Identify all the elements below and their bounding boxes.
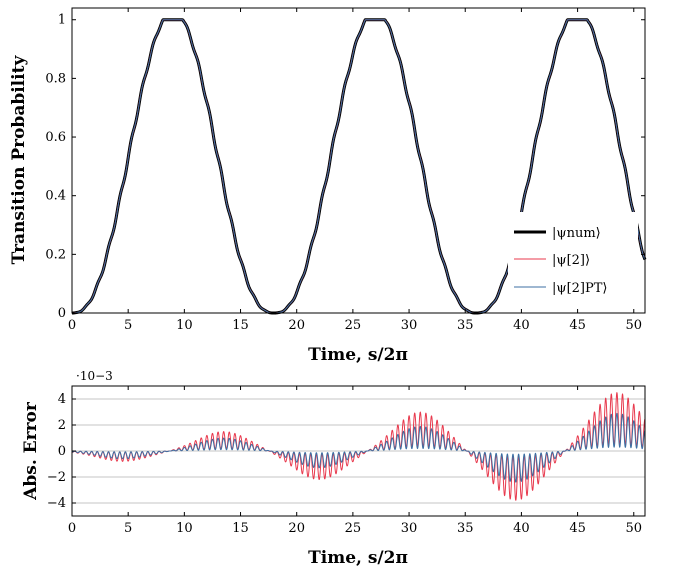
bottom-x-tick-label: 20 (288, 521, 305, 536)
top-x-tick-label: 30 (401, 318, 418, 333)
top-series-line-2 (71, 19, 646, 314)
bottom-axis-multiplier: ·10−3 (76, 369, 113, 383)
top-x-tick-label: 0 (68, 318, 76, 333)
top-y-tick-label: 1 (58, 13, 66, 28)
bottom-x-tick-label: 5 (124, 521, 132, 536)
bottom-y-tick-label: 4 (58, 392, 66, 407)
top-x-tick-label: 50 (625, 318, 642, 333)
top-y-tick-label: 0 (58, 306, 66, 321)
top-x-tick-label: 45 (569, 318, 586, 333)
top-y-ticks: 0 0.2 0.4 0.6 0.8 1 (45, 13, 645, 321)
abs-error-plot: 0 5 10 15 20 25 30 35 40 45 50 420−2−4 ·10−3 Time,… (21, 369, 646, 568)
top-y-axis-label: Transition Probability (9, 55, 29, 265)
top-x-tick-label: 40 (513, 318, 530, 333)
bottom-y-ticks: 4 2 0 −2 −4 (47, 392, 76, 511)
bottom-y-tick-label: −2 (47, 470, 66, 485)
bottom-x-tick-label: 15 (232, 521, 249, 536)
legend-label-second-order: |ψ[2]⟩ (552, 253, 590, 268)
top-x-axis-label: Time, s/2π (308, 345, 408, 365)
top-x-ticks: 0 5 10 15 20 25 30 35 40 45 50 (68, 8, 642, 333)
legend-box (508, 212, 638, 304)
legend-label-numerical: |ψnum⟩ (552, 226, 601, 241)
bottom-grid-lines (72, 398, 645, 504)
bottom-x-ticks: 0 5 10 15 20 25 30 35 40 45 50 (68, 386, 642, 536)
top-x-tick-label: 5 (124, 318, 132, 333)
top-x-tick-label: 25 (345, 318, 362, 333)
bottom-series-line-1 (71, 412, 646, 483)
top-plot-frame (71, 7, 646, 314)
bottom-y-axis-label: Abs. Error (21, 401, 41, 501)
legend-label-second-order-pt: |ψ[2]PT⟩ (552, 281, 607, 296)
legend: |ψnum⟩ |ψ[2]⟩ |ψ[2]PT⟩ (508, 212, 638, 304)
bottom-series-group (71, 392, 646, 501)
bottom-x-tick-label: 35 (457, 521, 474, 536)
bottom-y-tick-label: 0 (58, 444, 66, 459)
top-x-tick-label: 20 (288, 318, 305, 333)
transition-probability-plot: 0 5 10 15 20 25 30 35 40 45 50 0 0.2 0.4 0.6 0.8 1 Time… (9, 7, 647, 365)
bottom-series-line-0 (71, 392, 646, 501)
bottom-y-tick-label: −4 (47, 496, 66, 511)
bottom-x-axis-label: Time, s/2π (308, 548, 408, 568)
top-y-tick-label: 0.6 (45, 130, 66, 145)
bottom-y-tick-label: 2 (58, 418, 66, 433)
top-y-tick-label: 0.8 (45, 71, 66, 86)
top-y-tick-label: 0.4 (45, 189, 66, 204)
bottom-x-tick-label: 10 (176, 521, 193, 536)
bottom-x-tick-label: 50 (625, 521, 642, 536)
bottom-x-tick-label: 45 (569, 521, 586, 536)
top-y-tick-label: 0.2 (45, 247, 66, 262)
top-x-tick-label: 10 (176, 318, 193, 333)
bottom-x-tick-label: 0 (68, 521, 76, 536)
top-series-group (70, 18, 647, 315)
bottom-x-tick-label: 30 (401, 521, 418, 536)
top-x-tick-label: 15 (232, 318, 249, 333)
bottom-x-tick-label: 40 (513, 521, 530, 536)
bottom-x-tick-label: 25 (345, 521, 362, 536)
top-x-tick-label: 35 (457, 318, 474, 333)
